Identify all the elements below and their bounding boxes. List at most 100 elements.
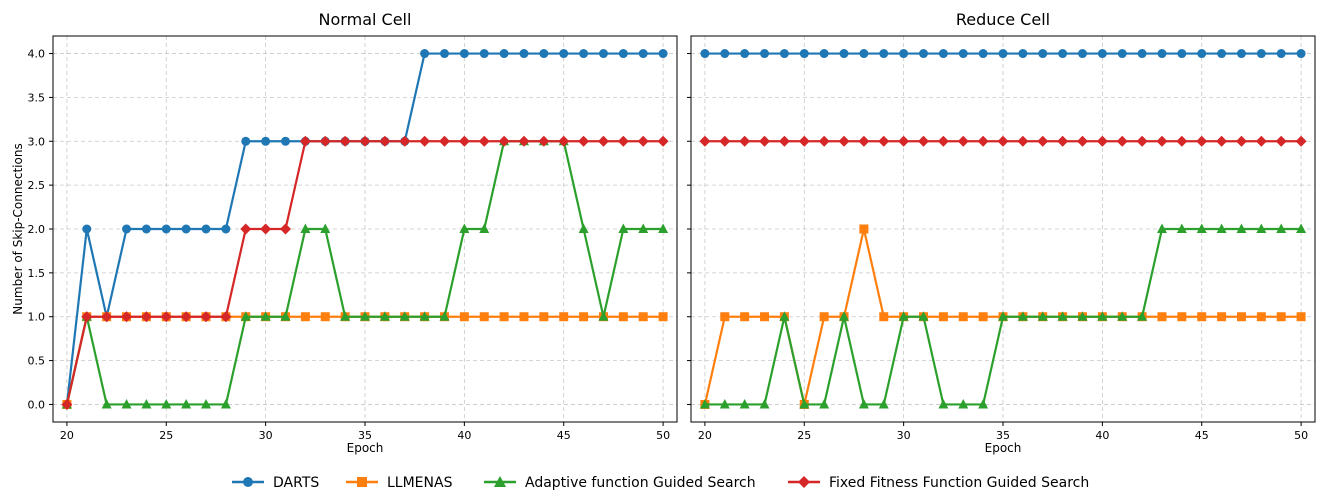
data-point-diamond [140,311,152,323]
data-point-circle [859,49,869,59]
data-point-square [1157,312,1167,322]
data-point-triangle [1296,223,1307,233]
data-point-triangle [360,311,370,321]
data-point-diamond [818,135,830,147]
data-point-triangle [1057,311,1068,321]
x-tick-label: 20 [60,429,74,442]
data-point-triangle [898,311,909,321]
legend-label: Adaptive function Guided Search [525,475,756,491]
legend: DARTS LLMENAS Adaptive function Guided S… [232,475,1089,491]
data-point-diamond [937,135,949,147]
data-point-triangle [439,311,450,321]
data-point-circle [161,224,171,234]
x-tick-label: 40 [1095,429,1109,442]
x-tick-label: 45 [1195,429,1209,442]
data-point-square [1197,312,1207,322]
y-tick-label: 1.5 [28,267,46,280]
data-point-circle [539,49,549,59]
x-tick-label: 20 [698,429,712,442]
y-tick-label: 2.5 [28,179,46,192]
series-fixed-fitness-function-guided-search [699,135,1307,147]
data-point-diamond [657,135,669,147]
data-point-circle [658,49,668,59]
data-point-triangle [419,311,430,321]
data-point-circle [479,49,489,59]
data-point-diamond [578,135,590,147]
data-point-triangle [618,223,629,233]
legend-label: LLMENAS [387,475,453,491]
data-point-diamond [1096,135,1108,147]
data-point-triangle [379,311,390,321]
legend-entry-darts: DARTS [232,475,319,491]
legend-label: Fixed Fitness Function Guided Search [829,475,1089,491]
data-point-diamond [1057,135,1069,147]
data-point-triangle [998,311,1008,321]
legend-marker-square-icon [357,477,367,487]
data-point-triangle [260,311,271,321]
data-point-diamond [319,135,331,147]
data-point-square [499,312,509,322]
data-point-triangle [978,398,989,409]
data-point-diamond [597,135,609,147]
data-point-circle [638,49,648,59]
data-point-circle [779,49,789,59]
data-point-diamond [1255,135,1267,147]
panel-title: Reduce Cell [956,10,1050,29]
data-point-square [559,312,569,322]
data-point-diamond [200,311,212,323]
data-point-triangle [1137,311,1148,321]
data-point-square [1217,312,1227,322]
data-point-circle [1097,49,1107,59]
y-tick-label: 0.0 [28,398,46,411]
chart-panel: 20 25 30 35 40 45 50 Reduce Cell Epoch [687,10,1316,455]
data-point-circle [938,49,948,59]
data-point-square [618,312,628,322]
data-point-diamond [1196,135,1208,147]
data-point-square [1256,312,1266,322]
data-point-diamond [121,311,133,323]
data-point-diamond [1235,135,1247,147]
x-tick-label: 35 [996,429,1010,442]
data-point-circle [899,49,909,59]
chart-panels: 0.0 0.5 1.0 1.5 2.0 2.5 3.0 3.5 4.0 20 25 30 35 40 45 5… [11,10,1316,455]
data-point-square [1236,312,1246,322]
data-point-diamond [101,311,113,323]
data-point-circle [799,49,809,59]
data-point-square [539,312,549,322]
data-point-diamond [81,311,93,323]
data-point-diamond [719,135,731,147]
data-point-triangle [280,311,291,321]
data-point-triangle [300,223,311,233]
data-point-triangle [1236,223,1247,233]
data-point-circle [181,224,191,234]
panel-title: Normal Cell [319,10,412,29]
data-point-square [1177,312,1187,322]
y-tick-label: 2.0 [28,223,46,236]
data-point-circle [241,136,251,146]
data-point-circle [82,224,92,234]
data-point-triangle [658,223,669,233]
data-point-triangle [598,311,609,321]
data-point-circle [281,136,291,146]
data-point-triangle [1256,223,1267,233]
data-point-triangle [201,398,212,409]
data-point-circle [978,49,988,59]
data-point-diamond [858,135,870,147]
data-point-triangle [1097,311,1108,321]
data-point-square [459,312,469,322]
data-point-diamond [220,311,232,323]
legend-entry-fixed: Fixed Fitness Function Guided Search [788,475,1089,491]
data-point-diamond [419,135,431,147]
data-point-diamond [1275,135,1287,147]
data-point-diamond [699,135,711,147]
data-point-circle [420,49,430,59]
x-tick-label: 35 [358,429,372,442]
data-point-diamond [1156,135,1168,147]
data-point-diamond [878,135,890,147]
y-tick-label: 4.0 [28,48,46,61]
data-point-diamond [918,135,930,147]
data-point-circle [1177,49,1187,59]
data-point-circle [819,49,829,59]
data-point-diamond [1216,135,1228,147]
data-point-diamond [997,135,1009,147]
